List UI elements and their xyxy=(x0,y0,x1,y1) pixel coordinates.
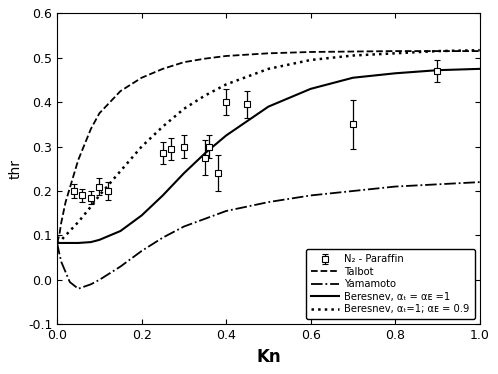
Yamamoto xyxy=(67,280,73,284)
Yamamoto xyxy=(54,241,60,245)
Beresnev, αₜ=1; αᴇ = 0.9 xyxy=(75,220,81,224)
Beresnev, αₜ=1; αᴇ = 0.9 xyxy=(308,58,314,62)
Beresnev, αₜ=1; αᴇ = 0.9 xyxy=(350,53,356,58)
Beresnev, αₜ=1; αᴇ = 0.9 xyxy=(56,240,62,244)
Yamamoto xyxy=(392,184,398,189)
Talbot xyxy=(118,89,124,93)
Beresnev, αₜ=1; αᴇ = 0.9 xyxy=(63,233,69,237)
Line: Beresnev, αₜ=1; αᴇ = 0.9: Beresnev, αₜ=1; αᴇ = 0.9 xyxy=(57,50,480,243)
Yamamoto xyxy=(138,249,144,253)
Y-axis label: thr: thr xyxy=(8,159,22,179)
Beresnev, αₜ=1; αᴇ = 0.9 xyxy=(138,144,144,149)
Talbot xyxy=(434,49,440,53)
Talbot xyxy=(97,111,103,116)
Line: Beresnev, αₜ = αᴇ =1: Beresnev, αₜ = αᴇ =1 xyxy=(57,69,480,243)
Beresnev, αₜ=1; αᴇ = 0.9 xyxy=(223,82,229,87)
Beresnev, αₜ=1; αᴇ = 0.9 xyxy=(118,169,124,173)
Talbot xyxy=(160,67,166,71)
Beresnev, αₜ=1; αᴇ = 0.9 xyxy=(477,48,483,52)
Yamamoto xyxy=(223,209,229,213)
Beresnev, αₜ = αᴇ =1 xyxy=(58,241,64,245)
Beresnev, αₜ = αᴇ =1 xyxy=(350,76,356,80)
Talbot xyxy=(54,241,60,245)
Beresnev, αₜ = αᴇ =1 xyxy=(63,241,69,245)
Yamamoto xyxy=(88,282,94,286)
Legend: N₂ - Paraffin, Talbot, Yamamoto, Beresnev, αₜ = αᴇ =1, Beresnev, αₜ=1; αᴇ = 0.9: N₂ - Paraffin, Talbot, Yamamoto, Beresne… xyxy=(306,249,475,319)
Talbot xyxy=(138,76,144,80)
Beresnev, αₜ=1; αᴇ = 0.9 xyxy=(88,204,94,209)
Beresnev, αₜ = αᴇ =1 xyxy=(265,104,271,109)
Yamamoto xyxy=(308,193,314,198)
Beresnev, αₜ = αᴇ =1 xyxy=(56,241,62,245)
Beresnev, αₜ=1; αᴇ = 0.9 xyxy=(434,49,440,53)
Yamamoto xyxy=(434,182,440,187)
Yamamoto xyxy=(181,224,187,229)
Beresnev, αₜ = αᴇ =1 xyxy=(202,151,208,156)
Talbot xyxy=(58,220,64,224)
Beresnev, αₜ=1; αᴇ = 0.9 xyxy=(265,67,271,71)
Beresnev, αₜ=1; αᴇ = 0.9 xyxy=(202,93,208,98)
Talbot xyxy=(75,158,81,162)
Beresnev, αₜ=1; αᴇ = 0.9 xyxy=(160,124,166,129)
Beresnev, αₜ = αᴇ =1 xyxy=(223,133,229,138)
Beresnev, αₜ=1; αᴇ = 0.9 xyxy=(54,241,60,245)
Talbot xyxy=(308,50,314,54)
Beresnev, αₜ = αᴇ =1 xyxy=(75,241,81,245)
Beresnev, αₜ = αᴇ =1 xyxy=(392,71,398,76)
Yamamoto xyxy=(265,200,271,204)
Talbot xyxy=(181,60,187,64)
Yamamoto xyxy=(58,260,64,264)
Beresnev, αₜ = αᴇ =1 xyxy=(308,87,314,91)
Yamamoto xyxy=(160,235,166,240)
Beresnev, αₜ = αᴇ =1 xyxy=(138,213,144,218)
Yamamoto xyxy=(75,286,81,291)
Talbot xyxy=(88,126,94,131)
Beresnev, αₜ = αᴇ =1 xyxy=(477,67,483,71)
Line: Yamamoto: Yamamoto xyxy=(57,182,480,289)
Beresnev, αₜ=1; αᴇ = 0.9 xyxy=(392,51,398,56)
Beresnev, αₜ=1; αᴇ = 0.9 xyxy=(58,237,64,242)
Yamamoto xyxy=(118,264,124,269)
Talbot xyxy=(392,49,398,53)
Yamamoto xyxy=(350,189,356,193)
Talbot xyxy=(56,233,62,237)
Beresnev, αₜ=1; αᴇ = 0.9 xyxy=(97,193,103,198)
Beresnev, αₜ = αᴇ =1 xyxy=(181,171,187,175)
Beresnev, αₜ=1; αᴇ = 0.9 xyxy=(181,107,187,111)
Beresnev, αₜ = αᴇ =1 xyxy=(434,68,440,73)
Beresnev, αₜ = αᴇ =1 xyxy=(118,229,124,233)
Talbot xyxy=(223,54,229,58)
Beresnev, αₜ = αᴇ =1 xyxy=(54,241,60,245)
Talbot xyxy=(477,49,483,53)
Yamamoto xyxy=(97,278,103,282)
Talbot xyxy=(350,49,356,54)
Talbot xyxy=(202,56,208,61)
Beresnev, αₜ = αᴇ =1 xyxy=(88,240,94,244)
Beresnev, αₜ = αᴇ =1 xyxy=(97,237,103,242)
X-axis label: Kn: Kn xyxy=(256,348,281,366)
Talbot xyxy=(63,200,69,204)
Beresnev, αₜ = αᴇ =1 xyxy=(160,193,166,198)
Talbot xyxy=(265,51,271,56)
Line: Talbot: Talbot xyxy=(57,51,480,243)
Yamamoto xyxy=(477,180,483,184)
Yamamoto xyxy=(56,251,62,255)
